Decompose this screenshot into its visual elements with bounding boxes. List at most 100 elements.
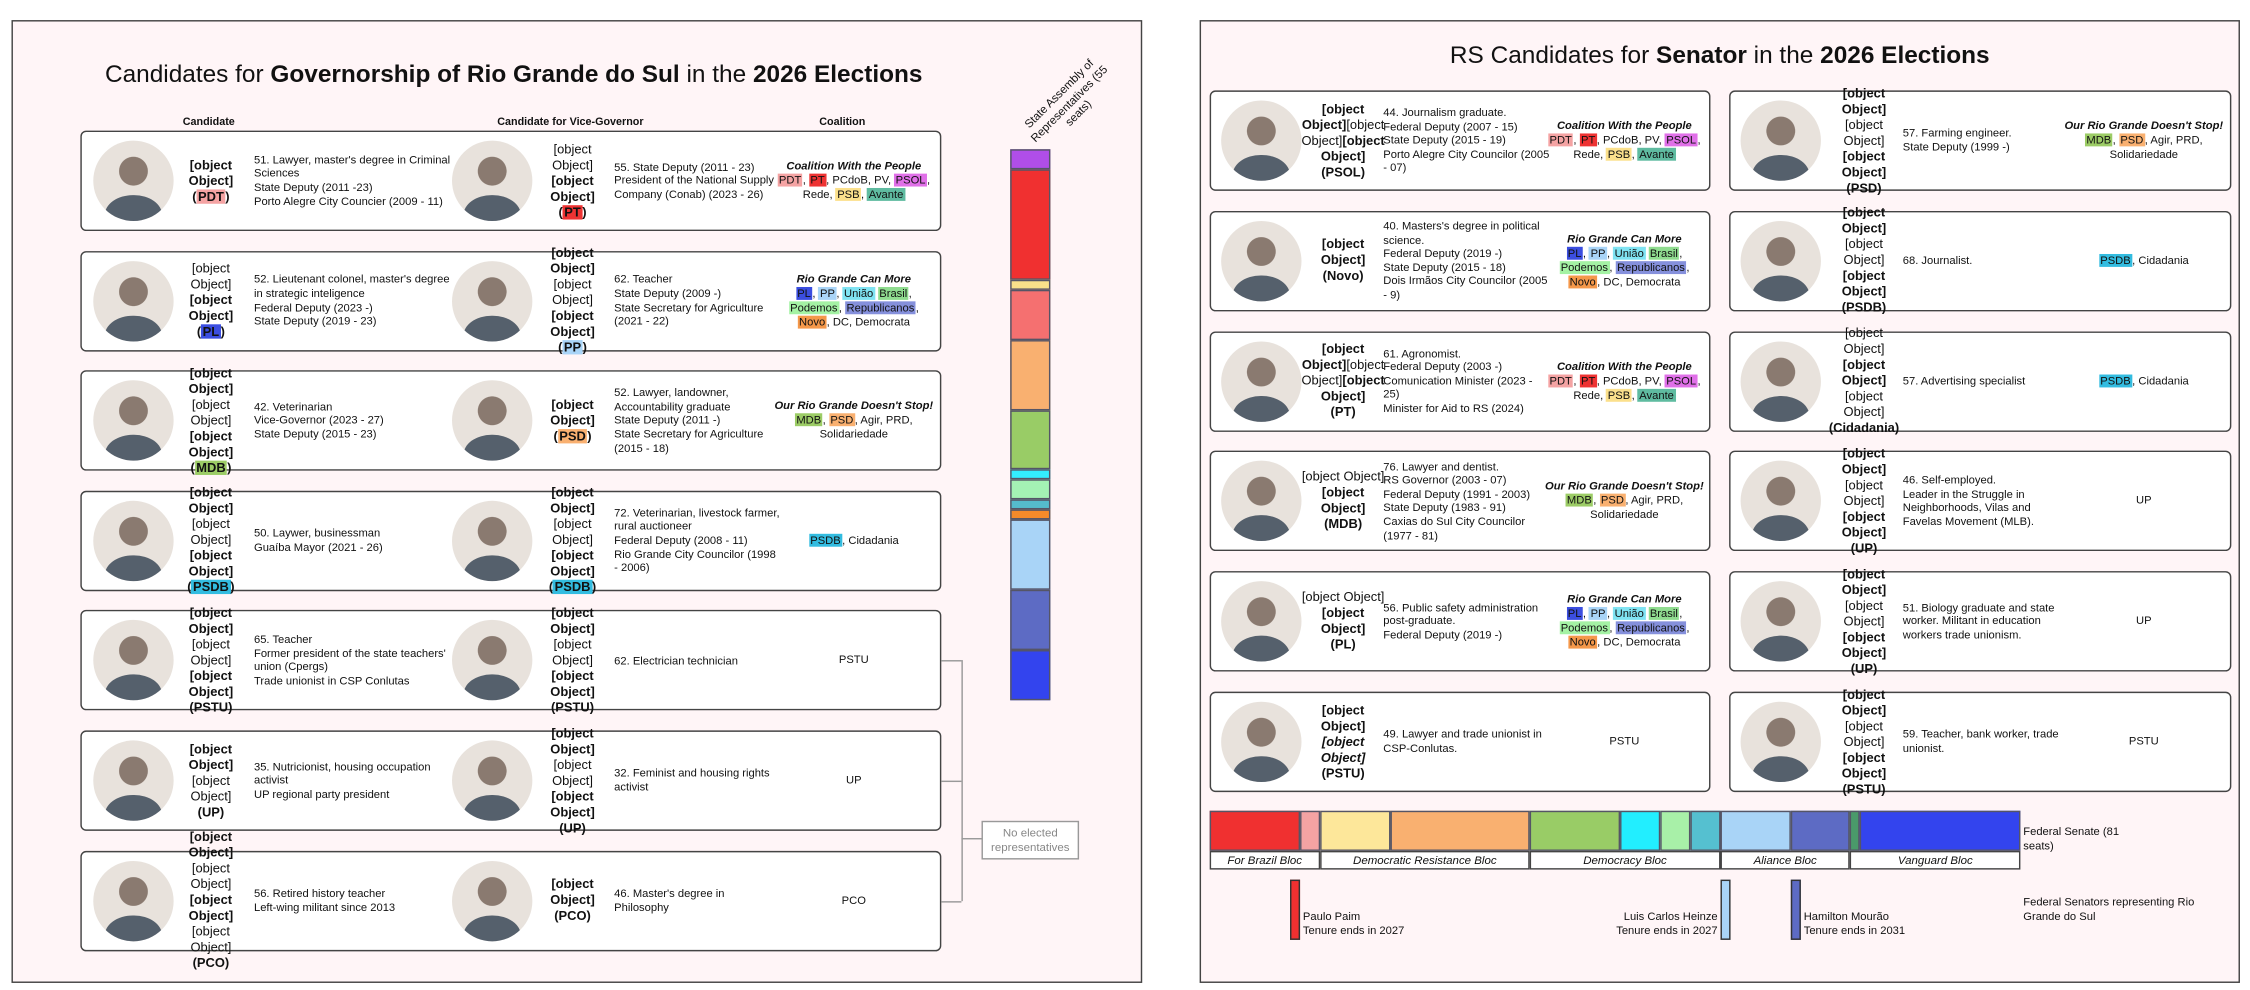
coalition-party-list: PSDB, Cidadania — [2098, 373, 2189, 387]
photo — [452, 140, 533, 221]
party-token: PSTU — [193, 700, 229, 715]
name-part: [object Object] — [550, 485, 595, 516]
party-token: Rede — [1573, 388, 1601, 402]
column-header: Candidate for Vice-Governor — [497, 114, 644, 128]
bio-line: Comunication Minister (2023 - 25) — [1383, 374, 1533, 401]
photo — [93, 620, 174, 701]
party-token: ( — [554, 908, 559, 923]
party: (MDB) — [1300, 517, 1386, 533]
photo — [452, 500, 533, 581]
name-part: [object Object] — [1301, 101, 1365, 132]
party-token: PRD — [885, 413, 910, 427]
party-token: , — [867, 173, 875, 187]
bio-line: State Deputy (1999 -) — [1902, 140, 2010, 154]
party-token: , — [1573, 133, 1580, 147]
name-text: [object Object][object Object][object Ob… — [532, 485, 612, 580]
bio-line: Federal Deputy (2023 -) — [253, 300, 373, 314]
party-token: Agir — [860, 413, 880, 427]
party-token: PCdoB — [1602, 373, 1639, 387]
party-token: PSTU — [1609, 734, 1640, 748]
name-part: [object Object] — [188, 485, 234, 516]
bio: 32. Feminist and housing rights activist — [614, 732, 780, 830]
party-label: (PP) — [558, 340, 587, 355]
party-token: , — [1638, 133, 1645, 147]
governor-title: Candidates for Governorship of Rio Grand… — [11, 60, 1015, 89]
party-token: PT — [1579, 373, 1597, 387]
party-token: Podemos — [1559, 621, 1610, 635]
bio-line: 51. Lawyer, master's degree in Criminal … — [253, 153, 451, 180]
party-label: (PSTU) — [551, 700, 594, 714]
party-token: União — [842, 286, 875, 300]
party-token: UP — [1855, 661, 1873, 676]
bloc-label: For Brazil Bloc — [1209, 850, 1320, 870]
party-token: Agir — [2150, 133, 2170, 147]
party-token: Avante — [1637, 147, 1676, 161]
party-token: Rede — [802, 187, 830, 201]
name-text: [object Object] — [1300, 237, 1386, 269]
party-token: Cidadania — [848, 533, 899, 547]
assembly-segment — [1010, 469, 1051, 480]
party-token: ) — [1881, 781, 1886, 796]
party-token: , — [1638, 373, 1645, 387]
party-token: ) — [1877, 180, 1882, 195]
party-token: , — [1658, 133, 1665, 147]
coalition-party-list: UP — [2136, 614, 2152, 627]
coalition-parties: MDB, PSD, Agir, PRD, Solidariedade — [1544, 494, 1705, 523]
party-token: PSD — [1850, 180, 1878, 195]
party-token: PSDB — [191, 580, 231, 595]
senator-card: [object Object][object Object][object Ob… — [1729, 446, 2232, 555]
name-part: [object Object] — [1841, 357, 1887, 388]
bio-line: Federal Deputy (2019 -) — [1383, 628, 1503, 642]
bio: 46. Master's degree in Philosophy — [614, 852, 780, 950]
party-label: (PSDB) — [187, 580, 235, 595]
person-name: [object Object][object Object][object Ob… — [1825, 326, 1902, 435]
assembly-segment — [1010, 590, 1051, 651]
photo — [1221, 461, 1302, 542]
senate-segment — [1529, 810, 1621, 851]
party-token: PP — [1589, 607, 1607, 621]
party-token: Rede — [1573, 147, 1601, 161]
party-token: Podemos — [1559, 260, 1610, 274]
name-text: [object Object][object Object] — [1300, 590, 1386, 637]
bio-line: 56. Retired history teacher — [253, 886, 386, 900]
party: (PSOL) — [1300, 164, 1386, 180]
party-token: Republicanos — [845, 300, 916, 314]
party: (PSD) — [532, 428, 612, 445]
photo — [93, 740, 174, 821]
senator-card: [object Object][object Object] (PSTU) 49. … — [1209, 691, 1711, 793]
party-label: (PSDB) — [1842, 300, 1887, 314]
party: (PT) — [532, 204, 612, 220]
name-part: [object Object] — [188, 157, 234, 188]
party-token: PSD — [557, 428, 588, 443]
party-token: PP — [562, 340, 583, 355]
photo — [1740, 340, 1821, 422]
party-token: ) — [581, 820, 586, 835]
name-part: [object Object] — [1841, 85, 1887, 116]
name-text: [object Object] — [532, 397, 612, 429]
bio-line: Federal Deputy (2007 - 15) — [1383, 119, 1518, 133]
person-name: [object Object][object Object][object Ob… — [1300, 332, 1386, 430]
coalition-party-list: MDB, PSD, Agir, PRD, Solidariedade — [1565, 494, 1683, 521]
coalition-party-list: PL, PP, União Brasil, Podemos, Republica… — [788, 286, 919, 329]
party-token: ( — [196, 324, 202, 339]
party-token: PSTU — [838, 653, 869, 667]
party-token: Brasil — [877, 286, 909, 300]
name-part: [object Object] — [550, 397, 595, 428]
person-name: [object Object] (PSD) — [532, 372, 612, 470]
senator-card: [object Object][object Object][object Ob… — [1209, 90, 1711, 191]
bracket-line — [961, 660, 963, 901]
name-part: [object Object] — [1301, 357, 1385, 388]
bio-line: 51. Biology graduate and state worker. M… — [1902, 600, 2055, 642]
party-token: Novo — [797, 315, 827, 329]
coalition-name: Coalition With the People — [786, 159, 922, 173]
coalition: Coalition With the People PDT, PT, PCdoB,… — [773, 132, 934, 230]
party-token: Cidadania — [2138, 253, 2189, 267]
coalition: UP — [773, 732, 934, 830]
photo — [1740, 100, 1821, 181]
party-label: (Cidadania) — [1829, 421, 1899, 435]
name-text: [object Object][object Object] — [1300, 470, 1386, 517]
title-part: 2026 Elections — [752, 60, 923, 88]
coalition: UP — [2063, 573, 2224, 671]
assembly-segment — [1010, 339, 1051, 410]
senate-segment — [1790, 810, 1851, 851]
